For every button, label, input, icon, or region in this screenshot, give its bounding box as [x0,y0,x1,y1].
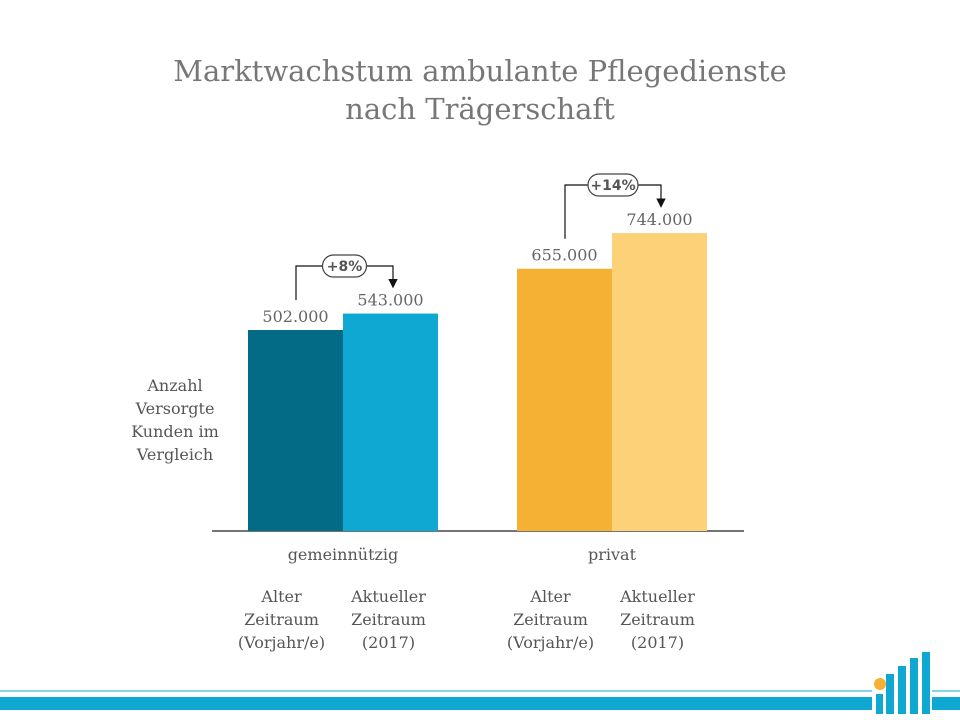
company-logo-icon [872,652,932,714]
x-tick-label-period: Zeitraum [620,610,695,629]
bar-value-label: 655.000 [531,246,597,265]
bar-value-label: 502.000 [262,307,328,326]
x-tick-label-period: Aktueller [619,587,695,606]
bar-value-label: 543.000 [357,291,423,310]
y-axis-label-line: Versorgte [135,399,215,418]
bar [517,268,612,531]
y-axis-label-line: Anzahl [147,376,203,395]
x-tick-label-period: (2017) [362,633,415,652]
growth-badge-label: +14% [590,178,635,194]
x-tick-label-period: Zeitraum [351,610,426,629]
x-tick-label-period: Alter [260,587,302,606]
growth-badge-label: +8% [327,259,363,275]
x-tick-label-group: privat [588,545,637,564]
x-tick-label-period: (2017) [631,633,684,652]
bar-value-label: 744.000 [626,210,692,229]
x-tick-label-period: Zeitraum [244,610,319,629]
x-tick-label-group: gemeinnützig [288,545,399,564]
x-tick-label-period: Aktueller [350,587,426,606]
footer-rule-thick [0,697,960,710]
bar [343,313,438,531]
chart-title: Marktwachstum ambulante Pflegedienste na… [0,52,960,128]
bar [248,330,343,531]
x-tick-label-period: (Vorjahr/e) [238,633,325,652]
growth-badge [321,254,368,278]
chart-title-line-1: Marktwachstum ambulante Pflegedienste [173,54,787,88]
y-axis-label-line: Kunden im [131,422,219,441]
x-tick-label-period: Zeitraum [513,610,588,629]
chart-title-line-2: nach Trägerschaft [345,92,615,126]
x-tick-label-period: (Vorjahr/e) [507,633,594,652]
footer-rule-thin [0,690,960,692]
bar [612,233,707,532]
y-axis-label-line: Vergleich [136,445,214,464]
growth-badge [587,173,639,197]
x-tick-label-period: Alter [529,587,571,606]
y-axis-label: Anzahl Versorgte Kunden im Vergleich [110,374,240,466]
